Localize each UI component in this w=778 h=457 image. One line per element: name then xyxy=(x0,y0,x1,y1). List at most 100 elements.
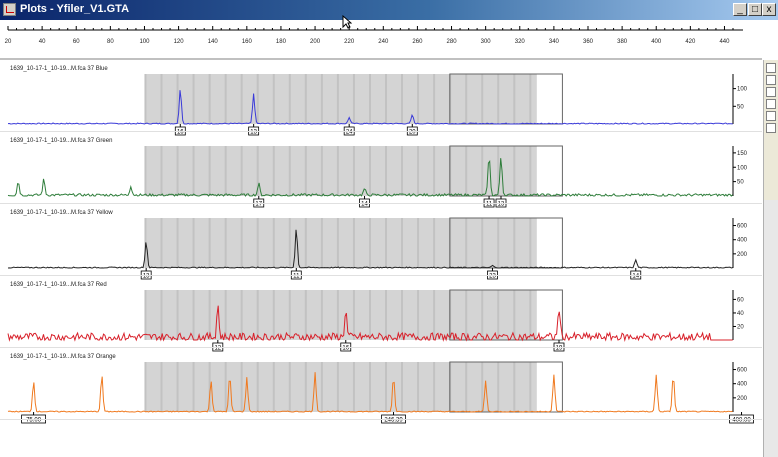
window-title: Plots - Yfiler_V1.GTA xyxy=(20,3,130,15)
y-tick-label: 200 xyxy=(737,252,748,258)
bin-marker xyxy=(433,74,436,124)
y-tick-label: 20 xyxy=(737,324,744,330)
allele-label: 400.00 xyxy=(732,418,751,424)
list-icon[interactable] xyxy=(766,75,776,85)
x-tick-label: 300 xyxy=(481,39,492,45)
bin-marker xyxy=(417,362,420,412)
bin-marker xyxy=(401,146,404,196)
x-tick-label: 100 xyxy=(139,39,150,45)
size-ruler[interactable]: 20 40 60 80 100 120 140 160 180 200 220 240 260 280 30… xyxy=(0,20,762,60)
bin-marker xyxy=(304,218,307,268)
bin-marker xyxy=(176,362,179,412)
y-tick-label: 400 xyxy=(737,238,748,244)
bin-marker xyxy=(529,146,532,196)
bin-marker xyxy=(385,218,387,268)
allele-label: 24 xyxy=(346,130,353,136)
allele-label: 13 xyxy=(498,202,505,208)
allele-label: 12 xyxy=(214,346,221,352)
bin-marker xyxy=(497,362,500,412)
bin-marker xyxy=(433,146,436,196)
allele-label: 17 xyxy=(255,202,262,208)
allele-label: 75.00 xyxy=(26,418,42,424)
bin-marker xyxy=(160,362,163,412)
plot-app-icon xyxy=(3,3,16,16)
bin-marker xyxy=(481,218,484,268)
show-all-icon[interactable] xyxy=(766,63,776,73)
bin-marker xyxy=(417,74,420,124)
maximize-button[interactable]: □ xyxy=(748,3,762,16)
bin-marker xyxy=(513,74,516,124)
minimize-button[interactable]: _ xyxy=(733,3,747,16)
bin-marker xyxy=(481,146,484,196)
bin-marker xyxy=(385,146,387,196)
bin-marker xyxy=(224,218,227,268)
bin-marker xyxy=(272,146,275,196)
title-bar[interactable]: Plots - Yfiler_V1.GTA _ □ x xyxy=(0,0,778,20)
bin-marker xyxy=(481,362,484,412)
signal-trace xyxy=(7,372,733,413)
x-tick-label: 200 xyxy=(310,39,321,45)
bin-marker xyxy=(224,74,227,124)
grid-icon[interactable] xyxy=(766,111,776,121)
panel-red: 1639_10-17-1_10-19...M.fca 37 Red 60 40 20 1… xyxy=(0,282,762,352)
bin-marker xyxy=(176,218,179,268)
bin-marker xyxy=(336,146,339,196)
marker-box xyxy=(449,289,563,341)
allele-label: 11 xyxy=(486,202,493,208)
x-tick-label: 120 xyxy=(174,39,185,45)
bin-marker xyxy=(336,362,339,412)
bin-marker xyxy=(288,218,291,268)
bin-marker xyxy=(256,74,259,124)
bin-marker xyxy=(336,218,339,268)
bin-marker xyxy=(144,290,147,340)
x-tick-label: 240 xyxy=(378,39,389,45)
x-tick-label: 220 xyxy=(344,39,355,45)
bin-marker xyxy=(368,218,371,268)
close-panel-icon[interactable] xyxy=(766,123,776,133)
bin-marker xyxy=(208,146,211,196)
bin-marker xyxy=(320,74,323,124)
bin-marker xyxy=(208,362,211,412)
panel-title: 1639_10-17-1_10-19...M.fca 37 Red xyxy=(10,282,107,288)
bin-marker xyxy=(368,146,371,196)
y-tick-label: 150 xyxy=(737,151,748,157)
electropherogram-panels: 1639_10-17-1_10-19...M.fca 37 Blue100501… xyxy=(0,66,762,424)
x-tick-label: 140 xyxy=(208,39,219,45)
allele-label: 13 xyxy=(250,130,257,136)
bin-marker xyxy=(529,362,532,412)
zoom-icon[interactable] xyxy=(766,99,776,109)
bin-marker xyxy=(176,74,179,124)
bin-marker xyxy=(465,218,468,268)
bin-region xyxy=(144,74,537,124)
x-tick-label: 340 xyxy=(549,39,560,45)
bin-marker xyxy=(288,74,291,124)
bin-marker xyxy=(240,290,243,340)
bin-marker xyxy=(304,290,307,340)
bin-marker xyxy=(513,218,516,268)
bin-marker xyxy=(176,146,179,196)
x-tick-label: 160 xyxy=(242,39,253,45)
x-tick-label: 440 xyxy=(719,39,730,45)
bin-marker xyxy=(497,290,500,340)
bin-marker xyxy=(465,290,468,340)
bin-marker xyxy=(240,218,243,268)
y-tick-label: 200 xyxy=(737,396,748,402)
bin-marker xyxy=(336,74,339,124)
bin-marker xyxy=(144,74,147,124)
bin-marker xyxy=(417,218,420,268)
bin-marker xyxy=(513,146,516,196)
bin-marker xyxy=(160,290,163,340)
bin-marker xyxy=(529,218,532,268)
bin-marker xyxy=(160,74,163,124)
overlay-icon[interactable] xyxy=(766,87,776,97)
bin-marker xyxy=(481,74,484,124)
bin-marker xyxy=(497,146,500,196)
vertical-scrollbar[interactable] xyxy=(764,200,778,457)
plot-toolbar xyxy=(763,60,778,457)
panel-yellow: 1639_10-17-1_10-19...M.fca 37 Yellow 600 4… xyxy=(0,210,762,280)
close-button[interactable]: x xyxy=(762,3,776,16)
bin-marker xyxy=(368,74,371,124)
bin-marker xyxy=(320,218,323,268)
bin-marker xyxy=(352,218,355,268)
bin-marker xyxy=(304,146,307,196)
